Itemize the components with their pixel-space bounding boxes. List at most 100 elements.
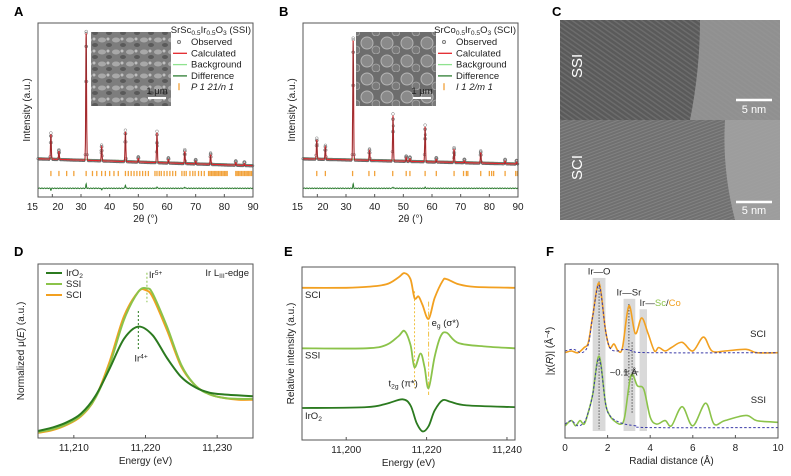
sem-scale-label: 1 μm	[146, 86, 167, 97]
x-tick-label: 11,210	[59, 443, 89, 454]
t2g-annotation-part: 2g	[391, 383, 399, 390]
x-tick-label: 11,220	[412, 445, 442, 456]
panel-label-c: C	[552, 4, 562, 19]
curve-label-ssi: SSI	[305, 351, 320, 362]
x-tick-label: 40	[104, 202, 116, 213]
observed-point	[183, 147, 187, 152]
t2g-annotation-part: (π*)	[399, 378, 418, 389]
x-tick-label: 15	[292, 202, 304, 213]
legend-title-part: SrCo	[434, 25, 456, 36]
eg-annotation-part: g	[437, 323, 441, 330]
y-axis-label: |χ(R)| (Å−4)	[543, 327, 556, 375]
tem-label-sci: SCI	[569, 155, 586, 180]
x-tick-label: 11,200	[331, 445, 361, 456]
x-axis-label: Energy (eV)	[119, 456, 172, 467]
legend-entry-iro2-part: IrO	[66, 268, 79, 279]
legend-title-part: Ir	[465, 25, 471, 36]
observed-point	[479, 149, 483, 153]
legend-entry-difference: Difference	[456, 71, 499, 82]
x-tick-label: 10	[772, 443, 784, 454]
sem-scale-label: 1 μm	[411, 86, 432, 97]
ir-sc-co-label: Ir—Sc/Co	[640, 298, 681, 309]
ir-sc-co-part: Ir—	[640, 298, 656, 309]
x-tick-label: 90	[512, 202, 524, 213]
y-axis-label: Normalized μ(E) (a.u.)	[16, 302, 27, 401]
shell-band	[639, 309, 648, 432]
legend-entry-background: Background	[191, 60, 242, 71]
tem-vacuum-region	[690, 20, 780, 120]
x-tick-label: 80	[219, 202, 231, 213]
ir5-annotation-part: 5+	[155, 270, 163, 277]
eg-annotation-part: e	[432, 318, 437, 329]
legend-entry-space-group: P 1 21/n 1	[191, 82, 234, 93]
observed-point	[123, 128, 128, 132]
xrd-b-frame	[302, 22, 519, 198]
legend-title-part: 0.5	[206, 30, 216, 37]
observed-point	[315, 136, 319, 140]
legend-title-part: 0.5	[471, 30, 481, 37]
calculated-curve	[38, 33, 253, 167]
y-axis-label: Relative intensity (a.u.)	[286, 303, 297, 405]
ir-sr-label: Ir—Sr	[616, 287, 641, 298]
legend-entry-iro2: IrO2	[66, 268, 83, 280]
legend-title-part: O	[216, 25, 223, 36]
curve-label-sci: SCI	[305, 290, 321, 301]
observed-point	[155, 129, 159, 133]
x-tick-label: 40	[369, 202, 381, 213]
legend-marker-observed	[177, 40, 181, 44]
legend-title: SrCo0.5Ir0.5O3 (SCI)	[434, 25, 516, 37]
legend-marker-observed	[442, 40, 446, 44]
x-tick-label: 2	[605, 443, 611, 454]
x-tick-label: 8	[733, 443, 739, 454]
xrd-a-frame	[37, 22, 254, 198]
legend-entry-space-group: I 1 2/m 1	[456, 82, 493, 93]
x-tick-label: 60	[426, 202, 438, 213]
legend-title-part: SrSc	[171, 25, 192, 36]
edge-label-part: -edge	[225, 268, 249, 279]
observed-point	[423, 123, 427, 127]
legend-title-part: Ir	[201, 25, 207, 36]
x-tick-label: 0	[562, 443, 568, 454]
legend-title-part: O	[480, 25, 487, 36]
y-axis-label-part: )	[545, 327, 556, 330]
tem-images: SSI SCI 5 nm 5 nm	[560, 20, 780, 220]
y-axis-label-part: |χ(	[545, 363, 556, 375]
curve-label-ssi-part: SSI	[305, 351, 320, 362]
tem-vacuum-region	[724, 120, 780, 220]
legend-entry-calculated: Calculated	[191, 48, 236, 59]
difference-curve	[38, 182, 253, 191]
x-axis-label: 2θ (°)	[398, 214, 423, 225]
calculated-curve	[303, 40, 518, 165]
curve-label-iro2: IrO2	[305, 411, 322, 423]
t2g-annotation-part: t	[389, 378, 392, 389]
y-axis-label-part: Normalized μ(	[16, 337, 27, 400]
observed-point	[84, 29, 88, 34]
x-tick-label: 50	[133, 202, 145, 213]
sem-inset-image	[91, 32, 171, 106]
x-tick-label: 50	[398, 202, 410, 213]
eg-annotation: eg (σ*)	[432, 318, 460, 330]
scale-bar-label-bottom: 5 nm	[742, 205, 766, 217]
observed-point	[49, 131, 53, 135]
curve-label-iro2-part: IrO	[305, 411, 318, 422]
panel-label-b: B	[279, 4, 288, 19]
shift-annotation: ~0.1 Å	[610, 367, 638, 378]
legend-entry-ssi-part: SSI	[66, 279, 81, 290]
ir4-annotation: Ir4+	[134, 353, 148, 364]
y-axis-label: Intensity (a.u.)	[287, 78, 298, 141]
panel-label-a: A	[14, 4, 24, 19]
y-axis-label-part: −4	[545, 330, 552, 338]
y-axis-label-part: E	[16, 331, 27, 338]
edge-label-part: Ir L	[205, 268, 219, 279]
x-tick-label: 70	[455, 202, 467, 213]
sem-inset-image	[356, 32, 436, 106]
observed-point	[391, 112, 395, 116]
x-axis-label: Energy (eV)	[382, 458, 435, 469]
edge-label-part: III	[219, 273, 225, 280]
legend-title: SrSc0.5Ir0.5O3 (SSI)	[171, 25, 251, 37]
legend-entry-observed: Observed	[191, 37, 232, 48]
curve-label-sci-part: SCI	[305, 290, 321, 301]
eg-annotation-part: (σ*)	[441, 318, 460, 329]
ir5-annotation-part: Ir	[149, 270, 155, 281]
